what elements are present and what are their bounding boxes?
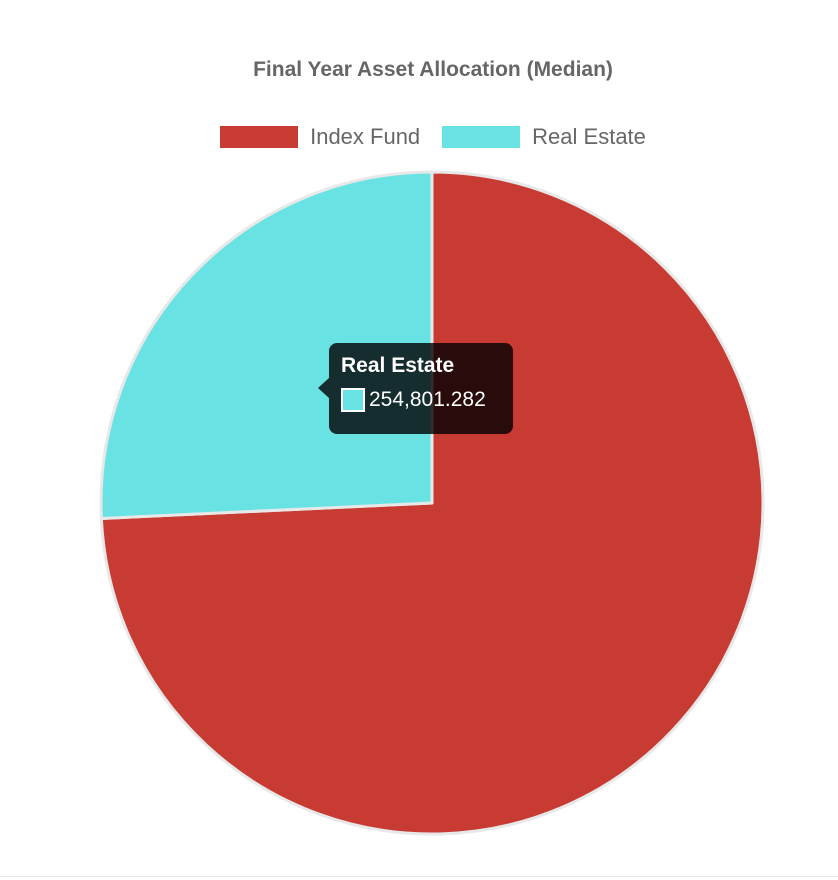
legend-swatch-real-estate — [442, 126, 521, 148]
tooltip-value: 254,801.282 — [369, 388, 486, 411]
legend-label-index-fund: Index Fund — [310, 124, 421, 149]
tooltip-caret — [318, 378, 329, 398]
chart-legend: Index Fund Real Estate — [0, 124, 838, 150]
legend-item-index-fund[interactable]: Index Fund — [220, 124, 420, 150]
bottom-divider — [0, 876, 838, 877]
legend-item-real-estate[interactable]: Real Estate — [442, 124, 646, 150]
legend-label-real-estate: Real Estate — [532, 124, 646, 149]
tooltip-body: 254,801.282 — [341, 388, 501, 412]
tooltip: Real Estate 254,801.282 — [329, 343, 513, 434]
tooltip-swatch — [341, 388, 365, 412]
chart-title: Final Year Asset Allocation (Median) — [253, 58, 613, 81]
legend-swatch-index-fund — [220, 126, 299, 148]
pie-slices — [99, 170, 765, 836]
tooltip-title: Real Estate — [341, 354, 455, 377]
